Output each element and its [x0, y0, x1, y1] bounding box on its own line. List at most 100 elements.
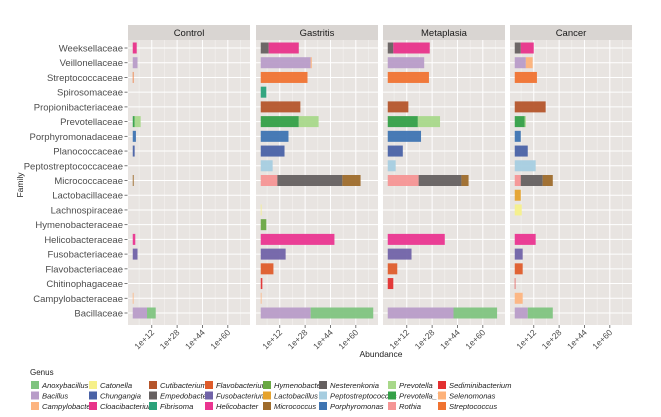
- bar-segment: [132, 71, 134, 83]
- legend-label: Peptostreptococcus: [330, 392, 397, 401]
- bar-segment: [542, 175, 553, 186]
- legend-label: Bacillus: [42, 392, 68, 401]
- y-tick-label: Hymenobacteraceae: [35, 220, 123, 231]
- legend-swatch: [319, 381, 327, 389]
- legend-label: Hymenobacter: [274, 381, 324, 390]
- x-tick-label: 1e+28: [286, 327, 310, 351]
- x-axis-title: Abundance: [359, 349, 402, 359]
- legend-label: Fusobacterium: [216, 392, 266, 401]
- bar-segment: [418, 175, 462, 186]
- legend-label: Anoxybacillus: [41, 381, 89, 390]
- legend-label: Fibrisoma: [160, 402, 193, 411]
- legend-label: Catonella: [100, 381, 132, 390]
- bar-segment: [387, 160, 396, 172]
- facet-strip: [510, 25, 632, 40]
- bar-segment: [387, 263, 398, 275]
- bar-segment: [514, 233, 536, 245]
- y-tick-label: Fusobacteriaceae: [47, 250, 123, 261]
- bar-segment: [310, 307, 374, 319]
- bar-segment: [260, 248, 286, 260]
- legend-swatch: [388, 391, 396, 400]
- legend-label: Prevotella: [399, 381, 433, 390]
- bar-segment: [387, 42, 394, 54]
- bar-segment: [132, 42, 137, 54]
- facet-strip: [128, 25, 250, 40]
- bar-segment: [514, 292, 523, 304]
- legend-label: Chungangia: [100, 392, 141, 401]
- bar-segment: [260, 71, 308, 83]
- legend-swatch: [31, 402, 39, 410]
- y-tick-label: Propionibacteriaceae: [34, 102, 123, 113]
- legend-swatch: [205, 402, 213, 410]
- bar-segment: [132, 248, 138, 260]
- bar-segment: [260, 307, 311, 319]
- y-tick-label: Micrococcaceae: [54, 176, 123, 187]
- bar-segment: [134, 116, 141, 128]
- legend-swatch: [89, 381, 97, 389]
- y-tick-label: Spirosomaceae: [57, 88, 123, 99]
- facet-strip: [383, 25, 505, 40]
- bar-segment: [132, 233, 136, 245]
- bar-segment: [342, 175, 361, 186]
- legend-label: Selenomonas: [449, 392, 496, 401]
- y-tick-label: Peptostreptococcaceae: [24, 161, 123, 172]
- bar-segment: [514, 71, 537, 83]
- legend-swatch: [263, 381, 271, 389]
- bar-segment: [277, 175, 343, 186]
- legend-label: Porphyromonas: [330, 402, 384, 411]
- legend-swatch: [388, 381, 396, 389]
- bar-segment: [310, 57, 312, 69]
- facet-label: Cancer: [556, 28, 587, 39]
- legend-label: Cutibacterium: [160, 381, 207, 390]
- bar-segment: [260, 233, 335, 245]
- bar-segment: [520, 42, 534, 54]
- legend-label: Empedobacter: [160, 392, 210, 401]
- bar-segment: [514, 204, 522, 216]
- x-tick-label: 1e+12: [387, 327, 411, 351]
- y-tick-label: Veillonellaceae: [60, 58, 123, 69]
- y-tick-label: Streptococcaceae: [47, 73, 123, 84]
- bar-segment: [132, 116, 135, 128]
- bar-segment: [387, 101, 409, 113]
- bar-segment: [260, 204, 262, 216]
- bar-segment: [387, 278, 394, 290]
- x-tick-label: 1e+44: [565, 327, 589, 351]
- legend-label: Flavobacterium: [216, 381, 268, 390]
- bar-segment: [514, 263, 523, 275]
- legend-label: Cloacibacterium: [100, 402, 154, 411]
- bar-segment: [387, 130, 422, 142]
- facet-label: Gastritis: [300, 28, 335, 39]
- bar-segment: [514, 101, 546, 113]
- bar-segment: [260, 86, 267, 98]
- y-tick-label: Chitinophagaceae: [46, 279, 123, 290]
- legend-swatch: [31, 381, 39, 389]
- legend-swatch: [31, 391, 39, 400]
- y-tick-label: Prevotellaceae: [60, 117, 123, 128]
- legend-label: Campylobacter: [42, 402, 94, 411]
- y-tick-label: Helicobacteraceae: [44, 235, 123, 246]
- legend-swatch: [89, 402, 97, 410]
- legend-swatch: [149, 381, 157, 389]
- bar-segment: [260, 145, 285, 157]
- legend-label: Sediminibacterium: [449, 381, 511, 390]
- facet-label: Control: [174, 28, 205, 39]
- bar-segment: [387, 145, 403, 157]
- bar-segment: [260, 101, 301, 113]
- bar-segment: [132, 307, 148, 319]
- x-tick-label: 1e+44: [183, 327, 207, 351]
- bar-segment: [387, 233, 445, 245]
- y-tick-label: Weeksellaceae: [59, 44, 123, 55]
- legend-swatch: [263, 391, 271, 400]
- bar-segment: [514, 248, 523, 260]
- bar-segment: [260, 292, 262, 304]
- legend-title: Genus: [30, 368, 54, 377]
- bar-segment: [260, 130, 289, 142]
- y-tick-label: Bacillaceae: [74, 309, 123, 320]
- y-tick-label: Lachnospiraceae: [51, 205, 123, 216]
- x-tick-label: 1e+28: [540, 327, 564, 351]
- bar-segment: [260, 175, 278, 186]
- panel-background: [128, 40, 250, 325]
- legend-swatch: [438, 381, 446, 389]
- legend-swatch: [388, 402, 396, 410]
